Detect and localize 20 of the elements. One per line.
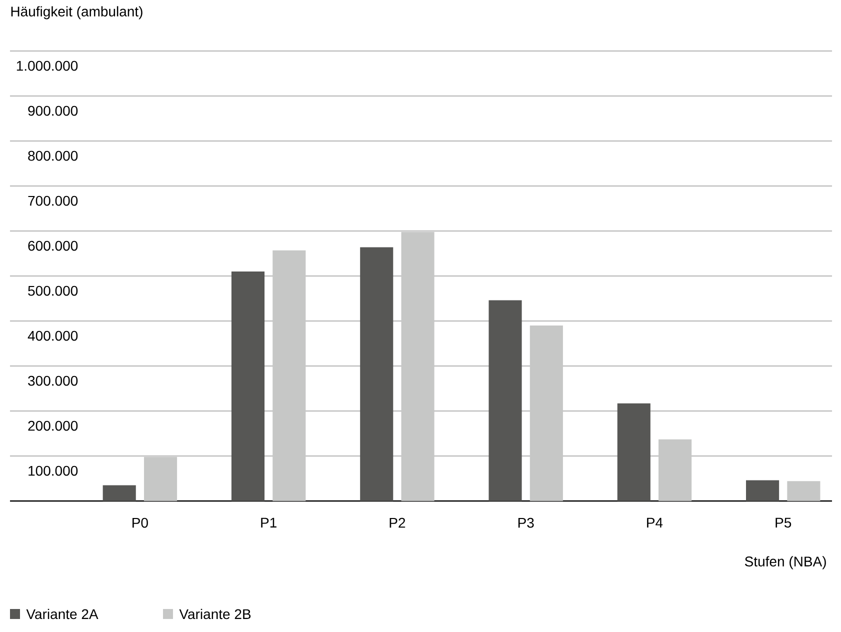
x-tick-label: P4 xyxy=(647,518,663,528)
x-tick-label: P2 xyxy=(390,518,406,528)
x-tick-label: P3 xyxy=(518,518,534,528)
y-tick-label: 800.000 xyxy=(28,150,78,161)
y-tick-label: 100.000 xyxy=(28,466,78,476)
legend-label: Variante 2A xyxy=(26,608,98,620)
y-tick-label: 600.000 xyxy=(28,240,78,251)
y-tick-label: 900.000 xyxy=(28,106,78,116)
x-axis-title: Stufen (NBA) xyxy=(744,556,826,570)
y-tick-label: 700.000 xyxy=(28,196,78,206)
y-tick-label: 400.000 xyxy=(28,330,78,341)
legend-label: Variante 2B xyxy=(179,608,251,620)
x-tick-label: P0 xyxy=(132,518,148,528)
x-tick-label: P5 xyxy=(776,518,792,528)
y-tick-label: 300.000 xyxy=(28,376,78,386)
y-tick-label: 500.000 xyxy=(28,286,78,296)
y-tick-label: 1.000.000 xyxy=(16,60,78,71)
x-tick-label: P1 xyxy=(261,518,276,528)
y-tick-label: 200.000 xyxy=(28,420,78,431)
y-axis-title: Häufigkeit (ambulant) xyxy=(11,6,142,20)
